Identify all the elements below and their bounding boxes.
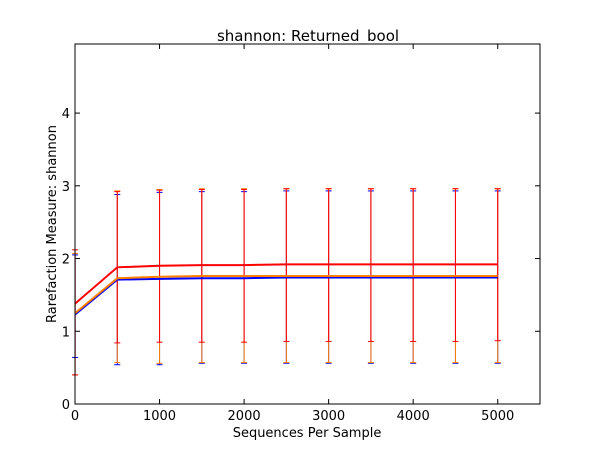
y-tick-label: 1 — [62, 325, 70, 340]
series-line-2 — [74, 275, 498, 314]
plot-area — [75, 44, 540, 404]
y-tick-label: 4 — [62, 107, 70, 122]
chart-title: shannon: Returned_bool — [217, 27, 399, 46]
x-tick-label: 0 — [71, 409, 79, 424]
x-tick-label: 1000 — [143, 409, 176, 424]
y-tick-label: 2 — [62, 253, 70, 268]
axis-ticks: 0 1000 2000 3000 4000 5000 0 1 2 3 4 — [62, 44, 540, 424]
series-line-3 — [74, 263, 498, 305]
plot-frame — [74, 43, 541, 405]
y-tick-label: 0 — [62, 398, 70, 413]
x-tick-label: 5000 — [481, 409, 514, 424]
x-tick-label: 2000 — [228, 409, 261, 424]
chart-marks — [72, 188, 501, 376]
x-tick-label: 3000 — [312, 409, 345, 424]
x-tick-label: 4000 — [397, 409, 430, 424]
x-axis-label: Sequences Per Sample — [233, 426, 382, 441]
y-axis-label: Rarefaction Measure: shannon — [45, 125, 60, 323]
series-line-1 — [74, 276, 498, 316]
y-tick-label: 3 — [62, 180, 70, 195]
